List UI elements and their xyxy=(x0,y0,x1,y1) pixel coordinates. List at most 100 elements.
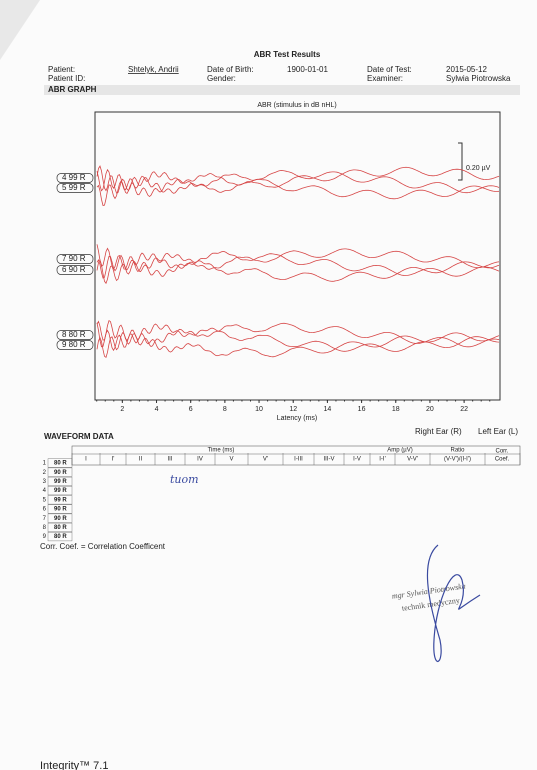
row-number: 4 xyxy=(43,488,47,494)
column-header: I-V xyxy=(353,457,361,463)
waveform xyxy=(96,165,500,194)
column-header: V' xyxy=(263,457,268,463)
label: Patient: xyxy=(48,65,75,74)
title: ABR Test Results xyxy=(254,50,321,59)
x-tick-label: 4 xyxy=(155,406,159,413)
label: Gender: xyxy=(207,74,236,83)
column-header: I' xyxy=(112,457,115,463)
row-box xyxy=(47,486,73,496)
scan-shadow xyxy=(0,0,40,60)
trace-label-box xyxy=(56,330,94,340)
row-box xyxy=(47,458,73,468)
graph-title: ABR (stimulus in dB nHL) xyxy=(257,102,336,109)
trace-label-box xyxy=(56,183,94,193)
x-tick-label: 18 xyxy=(392,406,400,413)
trace-label-box xyxy=(56,265,94,275)
waveform xyxy=(96,322,500,358)
trace-label: 5 99 R xyxy=(62,183,86,192)
footnote: Corr. Coef. = Correlation Coefficent xyxy=(40,542,166,551)
row-box xyxy=(47,504,73,514)
row-label: 80 R xyxy=(54,461,67,467)
trace-label: 6 90 R xyxy=(62,265,86,274)
waveform xyxy=(96,319,500,352)
group-header: Time (ms) xyxy=(208,448,235,454)
x-tick-label: 10 xyxy=(255,406,263,413)
waveform xyxy=(96,170,500,206)
row-box xyxy=(47,495,73,505)
waveform xyxy=(96,168,500,200)
column-header: (V-V')/(I-I') xyxy=(444,457,471,463)
row-number: 9 xyxy=(43,534,47,540)
handwriting: tuom xyxy=(170,473,199,486)
row-number: 1 xyxy=(43,461,47,467)
row-label: 99 R xyxy=(54,488,67,494)
row-box xyxy=(47,476,73,486)
waveform xyxy=(96,248,500,285)
row-number: 3 xyxy=(43,479,47,485)
column-header: III xyxy=(167,457,172,463)
x-tick-label: 2 xyxy=(120,406,124,413)
column-header: V xyxy=(229,457,233,463)
section-title: ABR GRAPH xyxy=(48,85,97,94)
value: 1900-01-01 xyxy=(287,65,328,74)
x-tick-label: 14 xyxy=(324,406,332,413)
column-header: I-I' xyxy=(379,457,385,463)
waveform xyxy=(96,244,500,282)
column-header: II xyxy=(139,457,143,463)
x-tick-label: 6 xyxy=(189,406,193,413)
x-tick-label: 16 xyxy=(358,406,366,413)
row-box xyxy=(47,532,73,542)
label: Date of Test: xyxy=(367,65,412,74)
row-label: 90 R xyxy=(54,507,67,513)
column-header: I xyxy=(85,457,87,463)
label: Examiner: xyxy=(367,74,403,83)
row-number: 8 xyxy=(43,525,47,531)
group-header: Amp (µV) xyxy=(387,448,412,454)
scale-label: 0.20 µV xyxy=(466,165,491,172)
column-header: I-III xyxy=(294,457,303,463)
graph-frame xyxy=(94,111,501,401)
trace-label-box xyxy=(56,340,94,350)
column-header: V-V' xyxy=(407,457,418,463)
row-number: 5 xyxy=(43,497,47,503)
row-label: 99 R xyxy=(54,479,67,485)
value: Sylwia Piotrowska xyxy=(446,74,511,83)
trace-label: 8 80 R xyxy=(62,330,86,339)
value: Shtelyk, Andrii xyxy=(128,65,179,74)
row-number: 2 xyxy=(43,470,47,476)
row-box xyxy=(47,467,73,477)
value: 2015-05-12 xyxy=(446,65,487,74)
trace-label-box xyxy=(56,254,94,264)
footer: Integrity™ 7.1 xyxy=(40,760,108,770)
row-number: 6 xyxy=(43,507,47,513)
column-header: III-V xyxy=(323,457,334,463)
label: Patient ID: xyxy=(48,74,85,83)
x-axis-label: Latency (ms) xyxy=(277,415,317,422)
row-label: 80 R xyxy=(54,534,67,540)
row-number: 7 xyxy=(43,516,47,522)
x-tick-label: 20 xyxy=(426,406,434,413)
legend-left: Left Ear (L) xyxy=(478,427,518,436)
group-header: Ratio xyxy=(450,448,465,454)
row-label: 90 R xyxy=(54,470,67,476)
x-tick-label: 22 xyxy=(460,406,468,413)
section-title: WAVEFORM DATA xyxy=(44,432,114,441)
row-box xyxy=(47,513,73,523)
section-bar xyxy=(44,85,520,95)
trace-label: 4 99 R xyxy=(62,173,86,182)
legend-right: Right Ear (R) xyxy=(415,427,462,436)
trace-label: 9 80 R xyxy=(62,340,86,349)
row-label: 99 R xyxy=(54,497,67,503)
trace-label: 7 90 R xyxy=(62,254,86,263)
row-label: 90 R xyxy=(54,516,67,522)
row-label: 80 R xyxy=(54,525,67,531)
column-header: IV xyxy=(197,457,203,463)
column-header: Coef. xyxy=(495,457,510,463)
waveform xyxy=(96,251,500,279)
column-header: Corr. xyxy=(495,449,508,455)
signature xyxy=(426,544,481,662)
trace-label-box xyxy=(56,173,94,183)
row-box xyxy=(47,522,73,532)
